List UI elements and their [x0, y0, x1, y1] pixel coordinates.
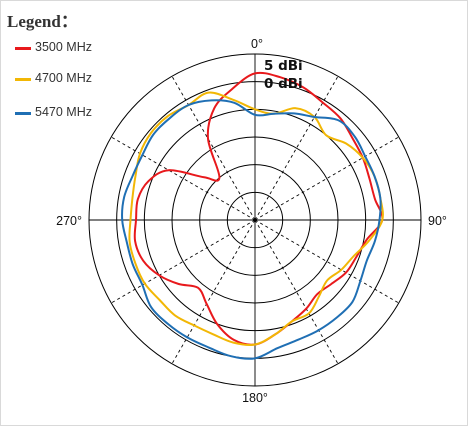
series-5470-mhz-line: [121, 99, 382, 360]
grid-spoke: [111, 136, 256, 221]
series-4700-mhz-line: [128, 91, 384, 347]
grid-spoke: [171, 76, 256, 221]
angle-label-90: 90°: [428, 214, 447, 228]
polar-grid: [88, 53, 422, 387]
legend-swatch-3500: [15, 47, 31, 50]
polar-traces: [121, 71, 384, 360]
angle-label-180: 180°: [242, 391, 268, 405]
legend-swatch-5470: [15, 112, 31, 115]
polar-labels: 0° 90° 180° 270° 5 dBi 0 dBi: [56, 37, 447, 405]
grid-spoke: [171, 219, 256, 364]
legend-label-4700: 4700 MHz: [35, 71, 92, 85]
grid-spoke: [254, 136, 399, 221]
legend-label-3500: 3500 MHz: [35, 40, 92, 54]
angle-label-0: 0°: [251, 37, 263, 51]
ring-label-0: 0 dBi: [264, 76, 303, 92]
grid-spoke: [111, 219, 256, 304]
legend-title: Legend：: [7, 12, 78, 31]
grid-spoke: [254, 76, 339, 221]
grid-spoke: [254, 219, 399, 304]
legend-swatch-4700: [15, 78, 31, 81]
ring-label-5: 5 dBi: [264, 58, 303, 74]
grid-spoke: [254, 219, 339, 364]
angle-label-270: 270°: [56, 214, 82, 228]
legend-label-5470: 5470 MHz: [35, 105, 92, 119]
